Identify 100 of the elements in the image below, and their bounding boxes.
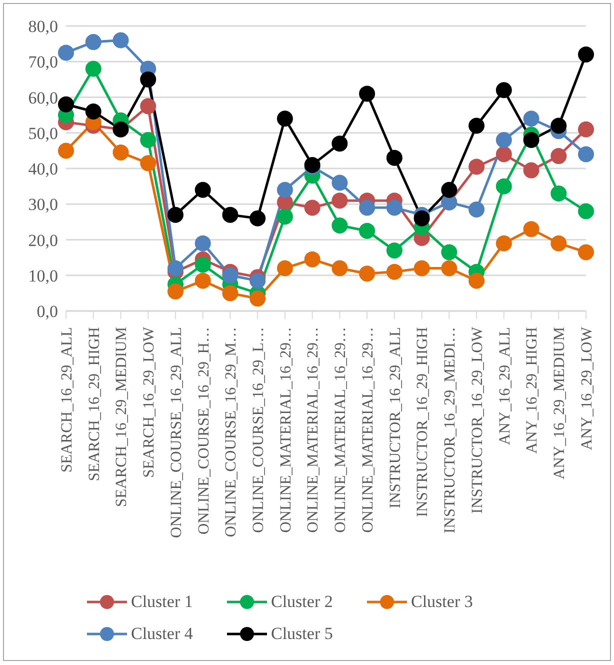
point (194, 182, 211, 198)
point (332, 218, 348, 234)
point (523, 162, 540, 178)
point (468, 272, 485, 289)
point (359, 222, 376, 239)
point (112, 32, 129, 48)
point (496, 235, 512, 252)
x-tick-label: SEARCH_16_29_ALL (58, 327, 76, 473)
point (222, 206, 238, 223)
legend-label: Cluster 4 (131, 624, 193, 644)
point (167, 206, 184, 223)
point (332, 174, 348, 191)
point (222, 285, 238, 302)
y-tick-label: 50,0 (28, 124, 58, 143)
point (332, 260, 348, 276)
y-tick-label: 20,0 (28, 230, 58, 250)
point (304, 251, 320, 268)
x-tick-label: ONLINE_MATERIAL_16_29… (304, 327, 322, 533)
y-tick-label: 80,0 (28, 17, 58, 36)
point (140, 71, 156, 88)
point (250, 290, 266, 307)
point (578, 146, 594, 162)
point (112, 144, 129, 160)
x-tick-label: ONLINE_MATERIAL_16_29… (359, 327, 376, 533)
x-tick-label: ANY_16_29_ALL (496, 327, 514, 445)
point (386, 150, 402, 166)
point (85, 34, 102, 50)
point (222, 267, 238, 284)
legend-label: Cluster 5 (271, 624, 333, 644)
point (523, 132, 540, 148)
y-tick-label: 70,0 (28, 52, 58, 72)
point (496, 132, 512, 148)
point (359, 200, 376, 216)
legend-label: Cluster 1 (131, 592, 193, 612)
x-tick-label: INSTRUCTOR_16_29_ALL (386, 327, 404, 508)
point (468, 158, 485, 175)
point (414, 260, 430, 276)
point (276, 110, 293, 127)
x-tick-label: ONLINE_MATERIAL_16_29… (277, 327, 294, 533)
point (58, 142, 74, 159)
point (194, 272, 211, 289)
x-tick-label: ONLINE_COURSE_16_29_M… (222, 327, 240, 538)
point (441, 244, 458, 260)
legend-label: Cluster 2 (271, 592, 333, 612)
point (523, 110, 540, 127)
point (194, 256, 211, 273)
y-tick-label: 10,0 (28, 266, 58, 286)
y-tick-label: 40,0 (28, 160, 58, 179)
x-tick-label: SEARCH_16_29_MEDIUM (113, 326, 130, 507)
point (359, 266, 376, 282)
x-tick-label: SEARCH_16_29_LOW (140, 326, 158, 478)
point (414, 210, 430, 226)
point (550, 185, 567, 202)
x-tick-label: ANY_16_29_MEDIUM (551, 326, 568, 480)
x-tick-label: ONLINE_COURSE_16_29_L… (250, 327, 268, 533)
point (250, 210, 266, 226)
point (550, 148, 567, 164)
x-tick-label: INSTRUCTOR_16_29_LOW (468, 326, 486, 514)
point (578, 121, 594, 138)
point (304, 200, 320, 216)
point (578, 244, 594, 260)
point (468, 201, 485, 218)
legend-label: Cluster 3 (411, 592, 473, 612)
point (85, 104, 102, 120)
x-tick-label: ONLINE_COURSE_16_29_ALL (168, 327, 185, 538)
point (140, 155, 156, 172)
point (496, 178, 512, 194)
point (276, 260, 293, 276)
point (578, 203, 594, 220)
y-tick-label: 60,0 (28, 88, 58, 108)
point (332, 192, 348, 209)
point (85, 60, 102, 77)
point (468, 118, 485, 134)
point (523, 221, 540, 238)
x-tick-label: SEARCH_16_29_HIGH (86, 327, 103, 482)
x-tick-label: ONLINE_COURSE_16_29_H… (195, 327, 212, 535)
point (276, 182, 293, 198)
point (276, 208, 293, 225)
point (496, 82, 512, 98)
point (386, 242, 402, 258)
point (359, 86, 376, 102)
y-tick-label: 30,0 (28, 195, 58, 214)
point (578, 46, 594, 62)
point (496, 146, 512, 162)
point (167, 260, 184, 276)
x-tick-label: ANY_16_29_LOW (578, 326, 596, 450)
point (140, 98, 156, 114)
x-tick-label: ANY_16_29_HIGH (524, 327, 541, 454)
point (250, 272, 266, 289)
point (386, 200, 402, 216)
point (441, 260, 458, 276)
x-tick-label: ONLINE_MATERIAL_16_29… (332, 327, 350, 533)
point (332, 136, 348, 152)
point (140, 132, 156, 148)
x-tick-label: INSTRUCTOR_16_29_HIGH (414, 327, 432, 518)
x-tick-label: INSTRUCTOR_16_29_MEDI… (442, 327, 459, 534)
point (167, 283, 184, 300)
point (58, 44, 74, 61)
point (386, 264, 402, 280)
y-tick-label: 0,0 (36, 302, 58, 322)
